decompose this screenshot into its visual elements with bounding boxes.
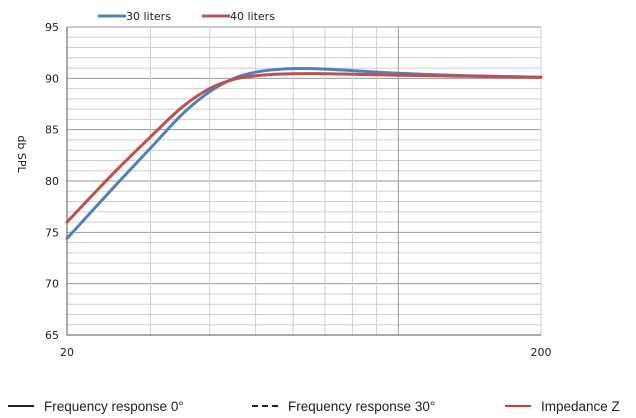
legend-label: Frequency response 0° (44, 398, 184, 414)
y-tick-label: 65 (45, 329, 59, 342)
axes: 65 70 75 80 85 90 95 20 200 (45, 21, 552, 359)
legend-label: Frequency response 30° (288, 398, 436, 414)
legend-item-impedance-z: Impedance Z (505, 395, 620, 417)
bottom-legend: Frequency response 0° Frequency response… (0, 395, 636, 417)
legend-item-30-liters: 30 liters (98, 10, 171, 23)
legend-item-40-liters: 40 liters (202, 10, 275, 23)
y-tick-label: 95 (45, 21, 59, 34)
legend-label: 40 liters (230, 10, 275, 23)
y-tick-label: 80 (45, 175, 59, 188)
y-tick-label: 75 (45, 226, 59, 239)
series-line-30-liters (65, 67, 543, 240)
x-tick-label: 200 (531, 346, 552, 359)
legend-item-frequency-response-30: Frequency response 30° (252, 395, 435, 417)
y-tick-label: 70 (45, 278, 59, 291)
legend-label: 30 liters (126, 10, 171, 23)
y-tick-label: 90 (45, 72, 59, 85)
grid (66, 26, 542, 336)
legend-label: Impedance Z (541, 398, 620, 414)
chart-legend: 30 liters 40 liters (98, 10, 275, 23)
y-axis-label: db SPL (15, 135, 28, 173)
legend-swatch-red (505, 405, 531, 407)
series-lines (65, 67, 543, 240)
legend-swatch-dashed (252, 405, 278, 407)
legend-swatch-solid (8, 405, 34, 407)
y-tick-label: 85 (45, 124, 59, 137)
series-line-40-liters (65, 72, 543, 224)
x-tick-label: 20 (60, 346, 74, 359)
legend-item-frequency-response-0: Frequency response 0° (8, 395, 184, 417)
